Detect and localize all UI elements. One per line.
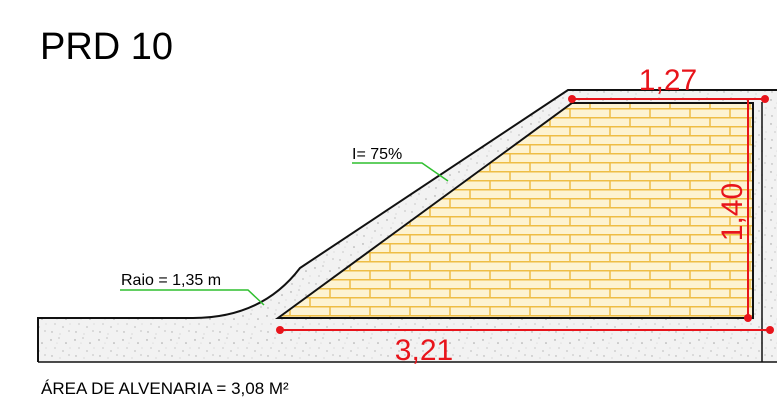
dim-dot	[744, 314, 752, 322]
slope-leader	[352, 162, 449, 182]
slope-annotation: I= 75%	[352, 146, 402, 163]
page-title: PRD 10	[40, 26, 173, 68]
radius-leader	[120, 289, 265, 306]
dimension-dots	[276, 95, 774, 334]
top-width-label: 1,27	[639, 64, 697, 97]
outer-profile-line	[37, 89, 777, 362]
dim-dot	[766, 326, 774, 334]
masonry-section	[274, 102, 754, 319]
dim-dot	[761, 95, 769, 103]
leader-lines	[120, 162, 449, 306]
dim-dot	[568, 95, 576, 103]
dim-dot	[276, 326, 284, 334]
masonry-area-caption: ÁREA DE ALVENARIA = 3,08 M²	[41, 379, 289, 398]
radius-annotation: Raio = 1,35 m	[121, 272, 221, 289]
base-width-label: 3,21	[395, 334, 453, 367]
height-label: 1,40	[716, 183, 749, 241]
dimension-lines	[280, 98, 770, 331]
